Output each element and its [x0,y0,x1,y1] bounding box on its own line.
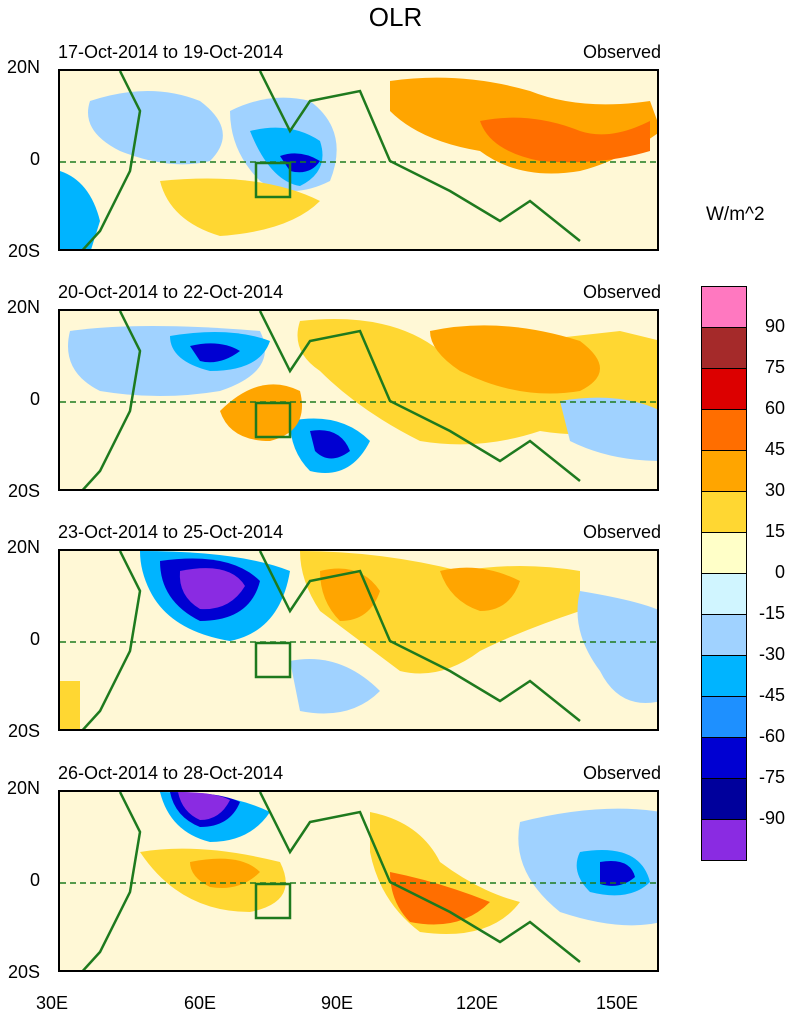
colorbar-swatch [701,738,747,779]
colorbar-swatch [701,369,747,410]
colorbar-label: -90 [758,808,785,828]
colorbar-label: -75 [758,767,785,787]
y-label-top: 20N [6,57,40,77]
colorbar-label: -60 [758,726,785,746]
y-label-middle: 0 [29,149,40,169]
y-label-middle: 0 [29,870,40,890]
map-frame [58,549,659,731]
colorbar-label: -45 [758,685,785,705]
colorbar-label: 45 [764,439,785,459]
x-label-150e: 150E [596,993,639,1013]
y-label-bottom: 20S [7,962,40,982]
x-label-120e: 120E [456,993,499,1013]
olr-anomaly-map [60,551,657,729]
map-title: OLR [368,2,423,32]
map-panel-2: 20-Oct-2014 to 22-Oct-2014 Observed 20N … [0,282,791,549]
y-label-middle: 0 [29,389,40,409]
colorbar-swatch [701,697,747,738]
colorbar-swatch [701,286,747,328]
y-label-bottom: 20S [7,721,40,741]
panel-date-range: 20-Oct-2014 to 22-Oct-2014 [58,282,284,302]
colorbar-swatch [701,492,747,533]
colorbar-label: -30 [758,644,785,664]
y-label-top: 20N [6,778,40,798]
map-frame [58,790,659,972]
colorbar-swatch [701,820,747,861]
x-label-60e: 60E [184,993,217,1013]
panel-date-range: 26-Oct-2014 to 28-Oct-2014 [58,763,284,783]
colorbar-swatch [701,779,747,820]
x-label-90e: 90E [321,993,354,1013]
olr-anomaly-map [60,311,657,489]
panel-status: Observed [582,763,661,783]
colorbar-label: 90 [764,316,785,336]
colorbar-swatch [701,656,747,697]
map-panel-1: 17-Oct-2014 to 19-Oct-2014 Observed 20N … [0,42,791,309]
x-label-30e: 30E [36,993,69,1013]
map-panel-4: 26-Oct-2014 to 28-Oct-2014 Observed 20N … [0,763,791,1030]
colorbar-swatch [701,410,747,451]
colorbar-units: W/m^2 [706,204,765,225]
panel-date-range: 17-Oct-2014 to 19-Oct-2014 [58,42,284,62]
map-frame [58,69,659,251]
y-label-middle: 0 [29,629,40,649]
colorbar-swatch [701,574,747,615]
panel-date-range: 23-Oct-2014 to 25-Oct-2014 [58,522,284,542]
panel-status: Observed [582,42,661,62]
map-panel-3: 23-Oct-2014 to 25-Oct-2014 Observed 20N … [0,522,791,789]
map-frame [58,309,659,491]
olr-anomaly-map [60,71,657,249]
colorbar-label: 75 [764,357,785,377]
colorbar-label: -15 [758,603,785,623]
y-label-top: 20N [6,537,40,557]
olr-anomaly-map [60,792,657,970]
colorbar-swatch [701,533,747,574]
panel-status: Observed [582,282,661,302]
colorbar-label: 30 [764,480,785,500]
y-label-bottom: 20S [7,481,40,501]
colorbar-label: 15 [764,521,785,541]
colorbar-label: 0 [774,562,785,582]
colorbar-swatch [701,451,747,492]
y-label-bottom: 20S [7,241,40,261]
colorbar-swatch [701,615,747,656]
colorbar-label: 60 [764,398,785,418]
colorbar [701,286,747,861]
panel-status: Observed [582,522,661,542]
y-label-top: 20N [6,297,40,317]
colorbar-swatch [701,328,747,369]
